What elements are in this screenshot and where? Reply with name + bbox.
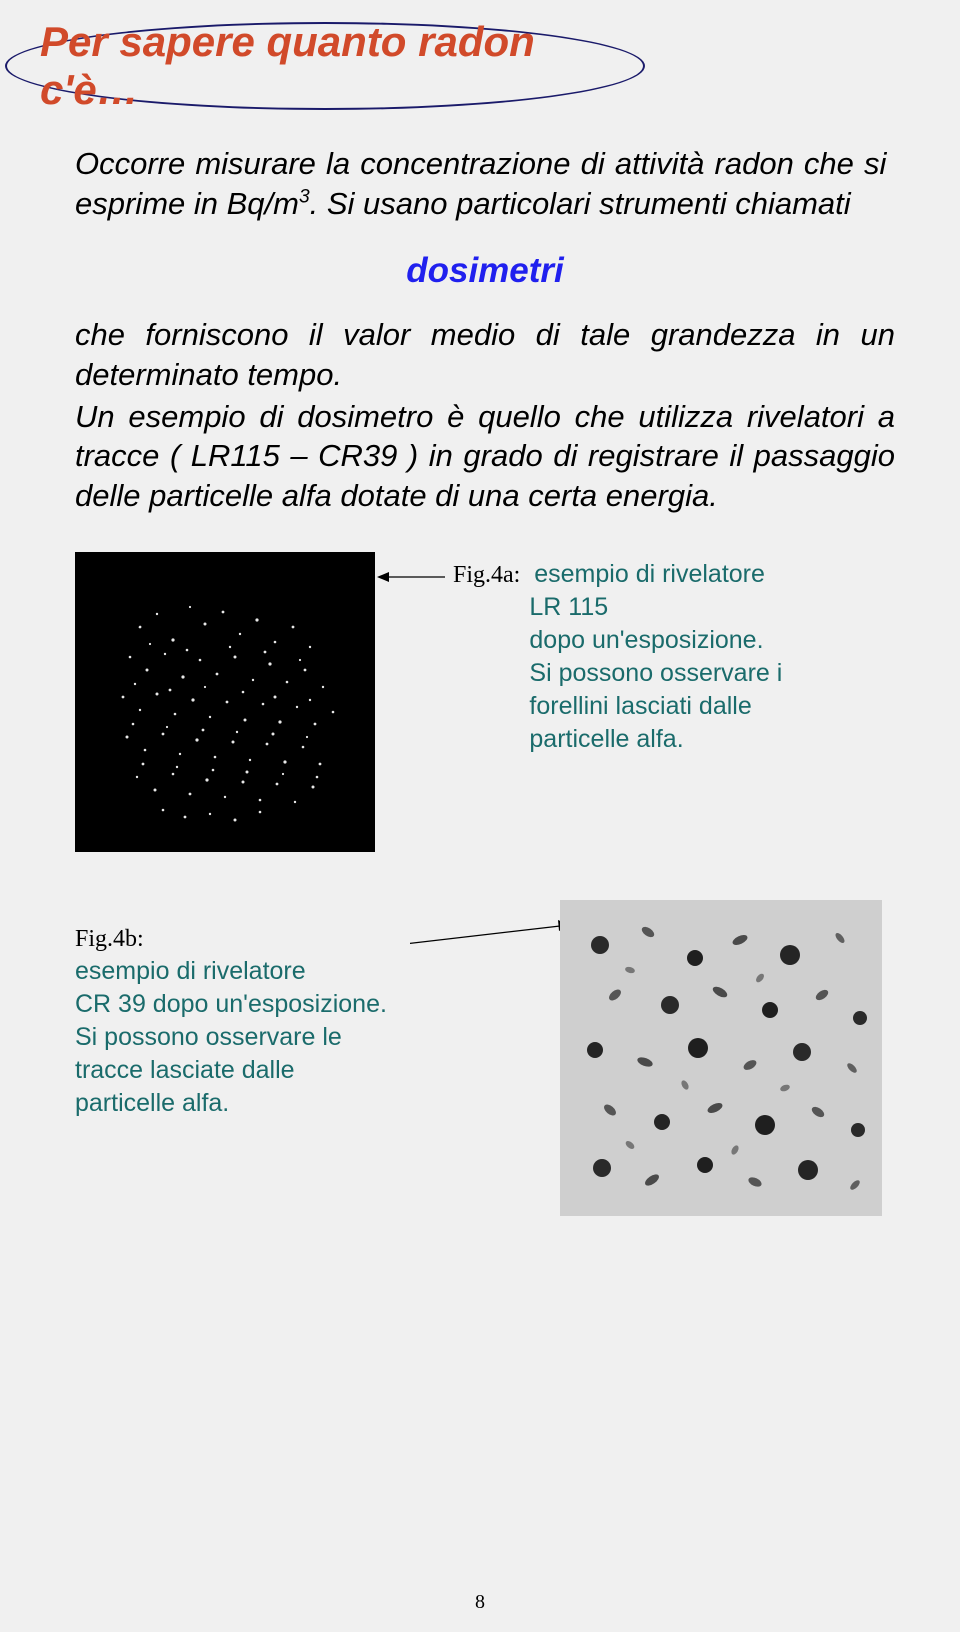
fig4a-line2: LR 115 (529, 593, 608, 621)
para1-text-b: . Si usano particolari strumenti chiamat… (310, 186, 851, 221)
figure-4b-caption: Fig.4b: esempio di rivelatore CR 39 dopo… (75, 922, 410, 1121)
paragraph-1: Occorre misurare la concentrazione di at… (75, 144, 895, 223)
fig4b-label: Fig.4b: (75, 926, 144, 952)
fig4b-line2: CR 39 dopo un'esposizione. (75, 990, 387, 1018)
arrow-right-icon (410, 916, 560, 956)
page-number: 8 (0, 1591, 960, 1614)
fig4a-line6: particelle alfa. (529, 725, 683, 753)
fig4a-line3: dopo un'esposizione. (529, 626, 763, 654)
figure-4a-caption: Fig.4a: esempio di rivelatore LR 115 dop… (453, 558, 782, 757)
arrow-left-icon (375, 562, 447, 592)
fig4b-line1: esempio di rivelatore (75, 957, 306, 985)
fig4a-label: Fig.4a: (453, 562, 520, 588)
figure-4a-image (75, 552, 375, 852)
figure-4b-row: Fig.4b: esempio di rivelatore CR 39 dopo… (75, 922, 895, 1216)
paragraph-3: Un esempio di dosimetro è quello che uti… (75, 397, 895, 516)
figure-4a-row: Fig.4a: esempio di rivelatore LR 115 dop… (75, 552, 895, 852)
page-title: Per sapere quanto radon c'è… (7, 18, 643, 114)
fig4b-line3: Si possono osservare le (75, 1023, 342, 1051)
dosimetri-heading: dosimetri (75, 251, 895, 291)
para1-superscript: 3 (299, 186, 310, 207)
fig4a-line5: forellini lasciati dalle (529, 692, 751, 720)
fig4b-line5: particelle alfa. (75, 1089, 229, 1117)
fig4a-line4: Si possono osservare i (529, 659, 782, 687)
fig4b-line4: tracce lasciate dalle (75, 1056, 295, 1084)
paragraph-2: che forniscono il valor medio di tale gr… (75, 315, 895, 394)
figure-4b-image (560, 900, 882, 1216)
fig4a-line1: esempio di rivelatore (534, 560, 765, 588)
title-bubble: Per sapere quanto radon c'è… (5, 22, 645, 110)
